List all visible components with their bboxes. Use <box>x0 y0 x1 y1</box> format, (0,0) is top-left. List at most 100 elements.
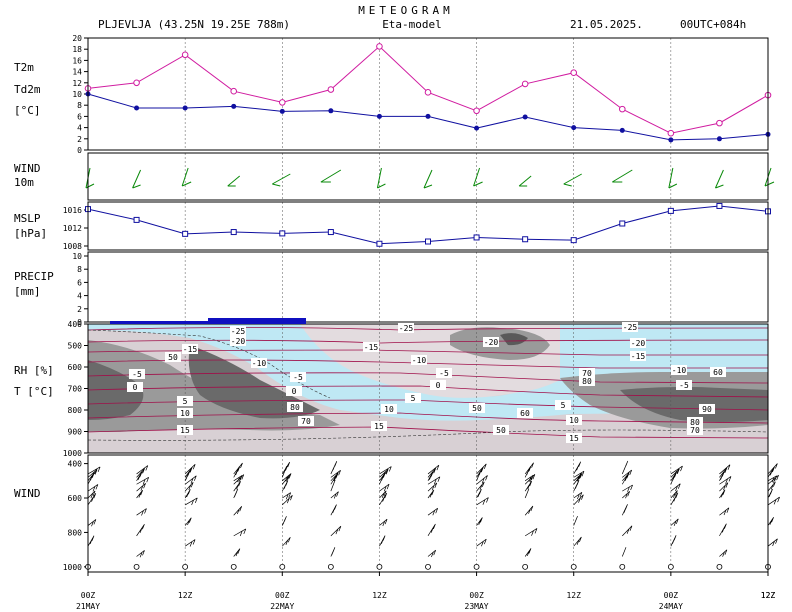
wind-barb <box>573 461 582 475</box>
mslp-point <box>327 229 334 236</box>
x-date-label: 23MAY <box>465 602 489 611</box>
calm-wind-circle <box>570 563 577 570</box>
mslp-point <box>425 238 431 245</box>
meteogram-title: METEOGRAM <box>358 4 454 17</box>
wind-barb <box>136 524 145 537</box>
y-tick-label: 1008 <box>63 242 82 251</box>
mslp-label: MSLP <box>14 212 41 225</box>
td2m-label: Td2m <box>14 83 41 96</box>
rh-label-bg <box>579 376 595 386</box>
wind-barb <box>330 479 336 492</box>
rh-label-bg <box>710 367 726 377</box>
y-tick-label: 14 <box>72 68 82 77</box>
wind-barb <box>282 537 291 547</box>
contour-label-bg <box>286 386 302 396</box>
wind-barb <box>330 525 342 537</box>
wind-barb <box>233 528 247 537</box>
td2m-point <box>474 125 480 131</box>
temperature-contour-label: 10 <box>384 405 394 414</box>
wind10-label: WIND <box>14 162 41 175</box>
temperature-contour-label: 0 <box>292 387 297 396</box>
calm-wind-circle <box>230 563 237 570</box>
mslp-point <box>182 230 189 237</box>
t2m-point <box>521 80 529 88</box>
temperature-contour-label: 5 <box>183 397 188 406</box>
contour-label-bg <box>622 322 638 332</box>
y-tick-label: 2 <box>77 305 82 314</box>
y-tick-label: 1016 <box>63 206 82 215</box>
temperature-contour-label: -25 <box>623 323 638 332</box>
rh-contour-label: 80 <box>690 418 700 427</box>
wind-barb <box>767 466 775 478</box>
y-tick-label: 8 <box>77 265 82 274</box>
t2m-point <box>667 129 675 137</box>
wind-barb <box>473 167 483 187</box>
y-tick-label: 2 <box>77 135 82 144</box>
wind-barb <box>330 547 336 557</box>
td2m-point <box>571 125 577 131</box>
wind-barb <box>476 497 489 506</box>
wind-barb <box>376 167 386 189</box>
wind-barb <box>621 547 627 557</box>
station-label: PLJEVLJA (43.25N 19.25E 788m) <box>98 18 290 31</box>
mslp-line <box>87 205 769 245</box>
x-date-label: 24MAY <box>659 602 683 611</box>
td2m-point <box>182 105 188 111</box>
wind-barb <box>85 167 95 189</box>
pressure-tick-label: 1000 <box>63 563 82 572</box>
contour-label-bg <box>555 400 571 410</box>
calm-wind-circle <box>473 563 480 570</box>
wind-barb <box>719 523 727 537</box>
wind-barb <box>233 475 243 483</box>
panel-frame <box>87 454 769 573</box>
wind-barb <box>764 167 775 187</box>
contour-label-bg <box>251 358 267 368</box>
temp-profile-label: T [°C] <box>14 385 54 398</box>
wind-barb <box>379 483 390 492</box>
wind-barb <box>767 481 776 492</box>
wind-barb <box>233 548 241 557</box>
date-label: 21.05.2025. <box>570 18 643 31</box>
t2m-point <box>473 107 480 115</box>
contour-label-bg <box>566 433 582 443</box>
rh-label-bg <box>517 408 533 418</box>
temperature-contour-label: -20 <box>484 338 499 347</box>
wind-barb <box>524 528 538 537</box>
pressure-tick-label: 600 <box>68 494 83 503</box>
contour-label-bg <box>371 421 387 431</box>
wind-barb <box>184 475 197 485</box>
pressure-tick-label: 800 <box>68 406 83 415</box>
y-tick-label: 12 <box>72 79 82 88</box>
x-tick-label: 12Z <box>178 591 193 600</box>
wind-barb <box>184 497 198 506</box>
wind-barb <box>767 488 773 499</box>
wind-barb <box>184 489 191 499</box>
wind-barb <box>136 508 147 516</box>
x-date-label: 21MAY <box>76 602 100 611</box>
wind-profile-label: WIND <box>14 487 41 500</box>
t2m-point <box>376 43 383 50</box>
pressure-tick-label: 900 <box>68 428 83 437</box>
rh-contour-label: 60 <box>713 368 723 377</box>
wind-barb <box>423 169 433 189</box>
wind-barb <box>714 169 724 189</box>
temperature-contour-label: 10 <box>180 409 190 418</box>
wind-barb <box>719 489 726 499</box>
temperature-contour-label: -20 <box>631 339 646 348</box>
wind-barb <box>87 493 97 506</box>
wind-barb <box>524 474 534 482</box>
x-tick-label: 00Z <box>275 591 290 600</box>
contour-label-bg <box>230 326 246 336</box>
temperature-contour-label: 0 <box>436 381 441 390</box>
wind-barb <box>379 492 388 506</box>
wind-barb <box>136 476 150 485</box>
contour-label-bg <box>177 425 193 435</box>
temperature-contour-label: 15 <box>180 426 190 435</box>
rh-label-bg <box>687 425 703 435</box>
temperature-contour-label: -20 <box>231 337 246 346</box>
rh-label: RH [%] <box>14 364 54 377</box>
temperature-contour-label: -5 <box>293 373 303 382</box>
rh-contour-label: 50 <box>496 426 506 435</box>
